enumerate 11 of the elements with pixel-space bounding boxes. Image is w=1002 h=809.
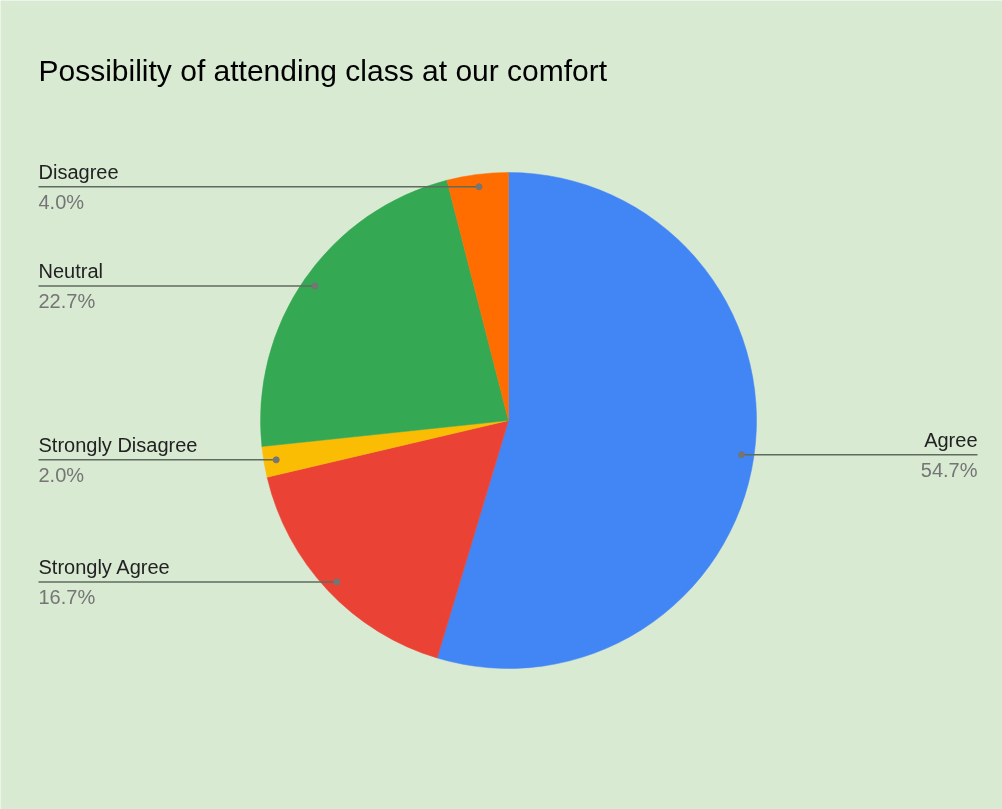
data-label: 2.0% (38, 463, 85, 486)
data-label: 4.0% (38, 190, 85, 213)
data-label: 22.7% (38, 290, 96, 313)
slice-label: Disagree (38, 160, 119, 183)
slice-label: Strongly Disagree (38, 433, 198, 456)
slice-label: Strongly Agree (38, 555, 170, 578)
chart-title: Possibility of attending class at our comfort (38, 54, 608, 87)
data-label: 16.7% (38, 585, 96, 608)
data-label: 54.7% (920, 458, 978, 481)
slice-label: Neutral (38, 260, 103, 283)
slice-label: Agree (924, 428, 978, 451)
